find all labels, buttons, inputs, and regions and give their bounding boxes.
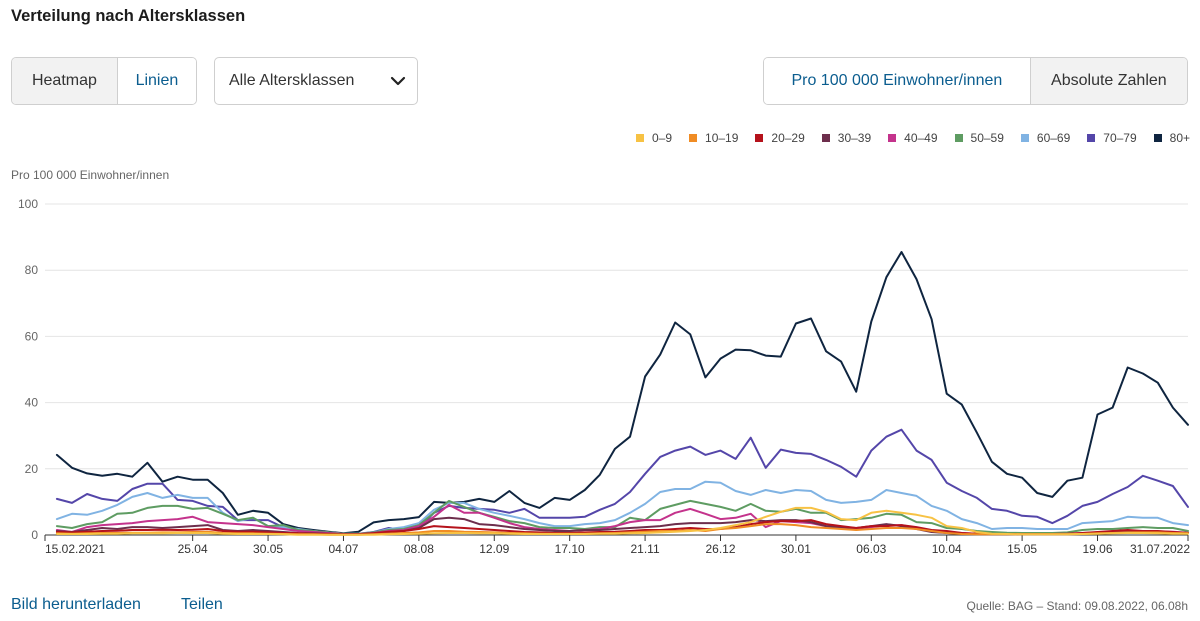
per-100k-button[interactable]: Pro 100 000 Einwohner/innen: [764, 58, 1030, 104]
y-tick-label: 100: [18, 197, 38, 211]
legend-swatch: [689, 134, 698, 142]
legend-label: 70–79: [1103, 131, 1137, 145]
y-tick-label: 80: [25, 263, 39, 277]
y-tick-label: 60: [25, 329, 39, 343]
legend-label: 10–19: [705, 131, 739, 145]
legend-swatch: [755, 134, 764, 142]
legend-label: 50–59: [970, 131, 1004, 145]
x-tick-label: 15.02.2021: [45, 542, 105, 556]
legend-item-30-39[interactable]: 30–39: [821, 131, 872, 145]
legend-swatch: [1020, 134, 1029, 142]
legend-swatch: [954, 134, 963, 142]
legend-label: 60–69: [1036, 131, 1071, 145]
legend-item-10-19[interactable]: 10–19: [689, 131, 738, 145]
legend-item-80-plus[interactable]: 80+: [1153, 131, 1190, 145]
legend-label: 80+: [1169, 131, 1190, 145]
legend-label: 30–39: [837, 131, 872, 145]
x-tick-label: 30.05: [253, 542, 283, 556]
legend-swatch: [1087, 134, 1096, 142]
y-axis-label: Pro 100 000 Einwohner/innen: [11, 168, 170, 182]
chart-title: Verteilung nach Altersklassen: [11, 7, 246, 25]
share-link[interactable]: Teilen: [181, 596, 223, 613]
x-tick-label: 30.01: [781, 542, 811, 556]
x-tick-label: 10.04: [932, 542, 962, 556]
x-tick-label: 25.04: [178, 542, 208, 556]
x-tick-label: 17.10: [555, 542, 585, 556]
download-image-link[interactable]: Bild herunterladen: [11, 596, 141, 613]
legend-swatch: [635, 134, 644, 142]
series-line-50-59: [55, 499, 1189, 535]
legend-item-50-59[interactable]: 50–59: [954, 131, 1004, 145]
x-tick-label: 04.07: [328, 542, 358, 556]
x-tick-label: 21.11: [631, 542, 660, 556]
x-tick-label: 12.09: [479, 542, 509, 556]
y-tick-label: 0: [31, 528, 38, 542]
legend-item-40-49[interactable]: 40–49: [888, 131, 938, 145]
view-toggle: Heatmap Linien: [11, 57, 197, 105]
legend-swatch: [1153, 134, 1162, 142]
heatmap-button[interactable]: Heatmap: [12, 58, 117, 104]
legend-item-20-29[interactable]: 20–29: [755, 131, 805, 145]
legend-swatch: [888, 134, 897, 142]
age-class-select-value: Alle Altersklassen: [229, 72, 355, 89]
age-class-select[interactable]: Alle Altersklassen: [214, 57, 418, 105]
y-tick-label: 40: [25, 396, 39, 410]
series-line-70-79: [55, 428, 1189, 535]
chart-legend: 0–9 10–19 20–29 30–39 40–49 50–59 60–69 …: [619, 131, 1190, 145]
x-tick-label: 31.07.2022: [1130, 542, 1190, 556]
unit-toggle: Pro 100 000 Einwohner/innen Absolute Zah…: [763, 57, 1188, 105]
source-note: Quelle: BAG – Stand: 09.08.2022, 06.08h: [966, 599, 1189, 613]
legend-item-0-9[interactable]: 0–9: [635, 131, 673, 145]
legend-item-70-79[interactable]: 70–79: [1087, 131, 1137, 145]
legend-swatch: [821, 134, 830, 142]
x-tick-label: 26.12: [705, 542, 735, 556]
lines-button[interactable]: Linien: [116, 58, 196, 104]
x-tick-label: 15.05: [1007, 542, 1037, 556]
series-line-60-69: [55, 480, 1189, 535]
series-line-0-9: [55, 506, 1189, 536]
series-line-80-plus: [55, 251, 1189, 535]
chevron-down-icon: [390, 76, 406, 86]
x-tick-label: 19.06: [1082, 542, 1112, 556]
legend-label: 20–29: [771, 131, 805, 145]
legend-item-60-69[interactable]: 60–69: [1020, 131, 1071, 145]
y-tick-label: 20: [25, 462, 39, 476]
legend-label: 40–49: [904, 131, 938, 145]
legend-label: 0–9: [651, 131, 673, 145]
absolute-numbers-button[interactable]: Absolute Zahlen: [1029, 58, 1187, 104]
x-tick-label: 06.03: [856, 542, 886, 556]
x-tick-label: 08.08: [404, 542, 434, 556]
